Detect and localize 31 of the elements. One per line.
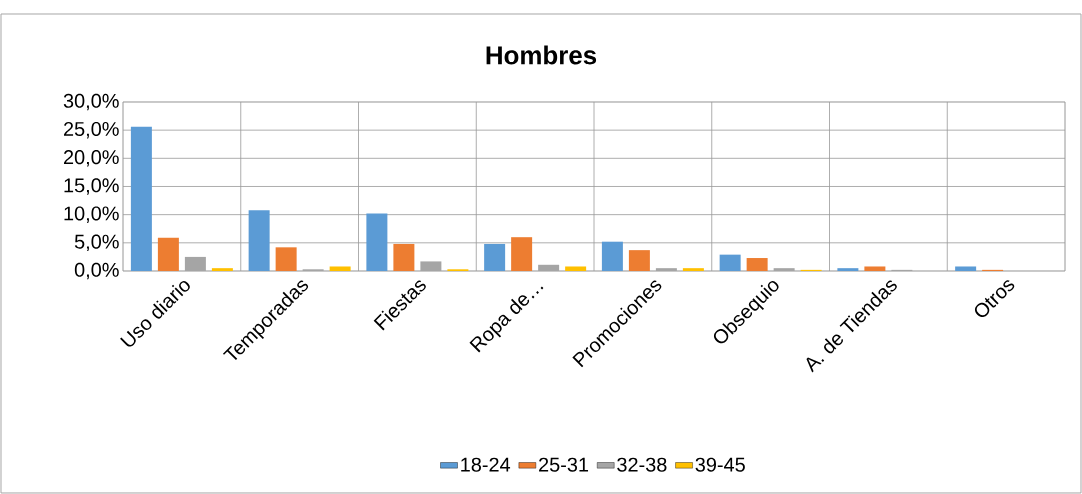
bar	[955, 266, 977, 271]
bar	[329, 266, 351, 271]
bar	[484, 243, 506, 271]
bar	[393, 243, 415, 271]
y-tick-label: 10,0%	[64, 206, 119, 223]
legend-label: 39-45	[695, 457, 745, 472]
y-tick-label: 15,0%	[64, 178, 119, 195]
bar	[565, 266, 587, 271]
y-tick-label: 25,0%	[63, 121, 119, 139]
chart-title: Hombres	[486, 45, 597, 65]
bar	[682, 268, 704, 271]
bar	[601, 241, 623, 271]
bar	[275, 247, 297, 271]
bar	[719, 254, 741, 271]
y-tick-label: 5,0%	[74, 234, 119, 252]
legend-label: 25-31	[539, 457, 589, 472]
bar	[837, 268, 859, 271]
y-tick-label: 0,0%	[74, 262, 119, 280]
bar	[130, 126, 152, 271]
bar	[366, 213, 388, 271]
bar	[511, 237, 533, 271]
bar	[746, 258, 768, 271]
bar	[157, 237, 179, 271]
bar	[248, 210, 270, 271]
bar	[211, 268, 233, 271]
y-tick-label: 30,0%	[63, 93, 119, 111]
bar	[864, 266, 886, 271]
legend-label: 32-38	[617, 457, 667, 472]
bar	[628, 250, 650, 271]
y-tick-label: 20,0%	[63, 150, 119, 167]
legend-label: 18-24	[461, 457, 511, 472]
